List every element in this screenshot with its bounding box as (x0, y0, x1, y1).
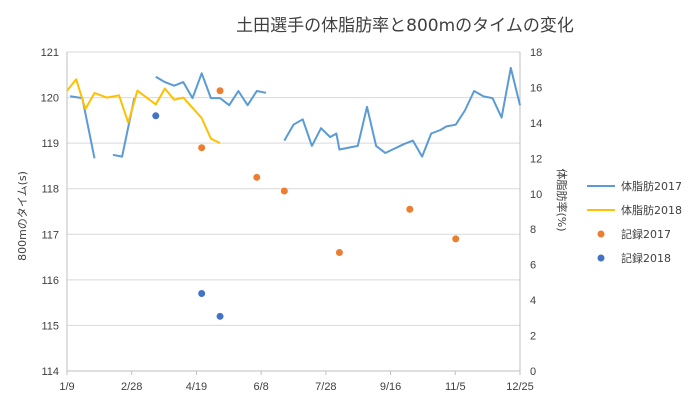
legend: 体脂肪2017 体脂肪2018 記録2017 記録2018 (587, 179, 682, 265)
x-tick-label: 6/8 (253, 381, 268, 393)
series-layer (66, 66, 521, 320)
y-right-tick-label: 4 (530, 295, 536, 307)
x-tick-label: 1/9 (59, 381, 74, 393)
y-right-tick-label: 16 (530, 82, 542, 94)
y-axis-right-title: 体脂肪率(%) (555, 168, 569, 231)
x-tick-label: 11/5 (445, 381, 466, 393)
legend-label: 記録2018 (621, 251, 671, 265)
series-point-記録2017 (216, 87, 224, 95)
series-point-記録2017 (452, 235, 460, 243)
y-right-tick-label: 0 (530, 366, 536, 378)
y-right-tick-label: 8 (530, 224, 536, 236)
series-point-記録2017 (406, 205, 414, 213)
series-line-体脂肪2017 (69, 95, 96, 159)
series-line-体脂肪2018 (66, 78, 221, 144)
chart-title: 土田選手の体脂肪率と800mのタイムの変化 (236, 16, 574, 36)
y-right-tick-label: 18 (530, 47, 542, 59)
series-line-体脂肪2017 (283, 66, 521, 158)
x-tick-label: 2/28 (121, 381, 142, 393)
series-point-記録2018 (198, 290, 206, 298)
legend-label: 体脂肪2018 (621, 203, 682, 217)
x-tick-label: 7/28 (315, 381, 336, 393)
y-left-tick-label: 119 (41, 138, 59, 150)
y-left-tick-label: 117 (41, 229, 59, 241)
y-left-tick-label: 120 (41, 93, 59, 105)
x-axis-ticks: 1/9 2/28 4/19 6/8 7/28 9/16 11/5 12/25 (59, 371, 534, 393)
legend-label: 記録2017 (621, 227, 671, 241)
x-tick-label: 4/19 (186, 381, 207, 393)
y-left-tick-label: 116 (41, 275, 59, 287)
series-point-記録2018 (152, 112, 160, 120)
y-left-tick-label: 118 (41, 184, 59, 196)
y-right-tick-label: 6 (530, 260, 536, 272)
legend-dot-swatch (597, 230, 605, 238)
y-left-tick-label: 114 (41, 366, 59, 378)
y-left-tick-label: 115 (41, 320, 59, 332)
y-axis-left-title: 800mのタイム(s) (16, 171, 29, 261)
series-line-体脂肪2017 (155, 72, 267, 107)
series-point-記録2017 (198, 144, 206, 152)
legend-label: 体脂肪2017 (621, 179, 682, 193)
y-right-tick-label: 12 (530, 153, 542, 165)
series-point-記録2017 (335, 249, 343, 257)
x-tick-label: 9/16 (380, 381, 401, 393)
y-left-tick-label: 121 (41, 47, 59, 59)
y-right-tick-label: 14 (530, 118, 542, 130)
legend-dot-swatch (597, 254, 605, 262)
series-point-記録2018 (216, 312, 224, 320)
series-point-記録2017 (280, 187, 288, 195)
series-point-記録2017 (253, 173, 261, 181)
gridlines (67, 51, 520, 372)
y-axis-right-ticks: 0 2 4 6 8 10 12 14 16 18 (530, 47, 542, 378)
y-right-tick-label: 10 (530, 189, 542, 201)
y-axis-left-ticks: 114 115 116 117 118 119 120 121 (41, 47, 59, 378)
y-right-tick-label: 2 (530, 331, 536, 343)
x-tick-label: 12/25 (506, 381, 534, 393)
